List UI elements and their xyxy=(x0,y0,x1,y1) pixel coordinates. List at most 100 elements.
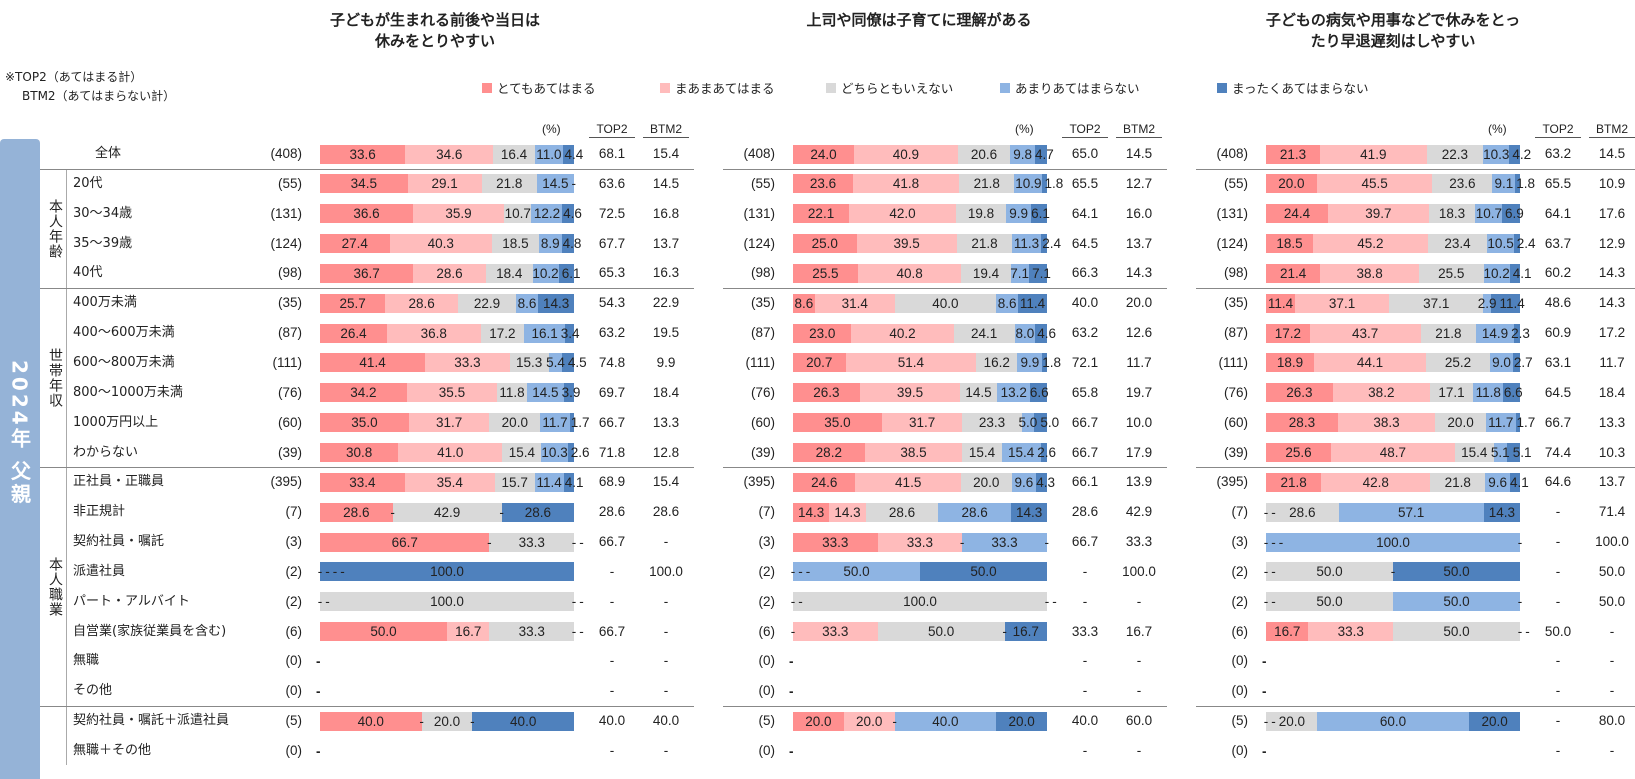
btm2-value: 13.7 xyxy=(1598,474,1626,490)
segment-value-label: 20.0 xyxy=(433,713,461,729)
bar-segment xyxy=(320,323,388,343)
bar-segment xyxy=(793,592,1047,612)
segment-value-label: 8.0 xyxy=(1015,325,1035,341)
bar-segment xyxy=(1266,263,1321,283)
top2-value: 74.8 xyxy=(598,354,626,370)
bar-segment xyxy=(1266,234,1313,254)
legend-swatch xyxy=(1217,82,1227,93)
bar-segment xyxy=(536,174,574,194)
bar-segment xyxy=(955,204,1007,224)
legend-label: まあまあてはまる xyxy=(675,81,775,96)
segment-value-label: 10.3 xyxy=(541,445,568,460)
percent-unit: (%) xyxy=(1015,122,1034,136)
bar-segment xyxy=(404,472,495,492)
btm2-value: - xyxy=(1136,653,1142,669)
bar-segment xyxy=(1017,353,1043,373)
bar-segment xyxy=(894,711,997,731)
row-separator xyxy=(40,706,694,708)
bar-segment xyxy=(1035,323,1047,343)
btm2-value: 13.3 xyxy=(1598,414,1626,430)
bar-segment xyxy=(1435,413,1486,433)
segment-value-label: 11.7 xyxy=(1488,415,1514,431)
segment-value-label: 24.0 xyxy=(810,146,837,162)
bar-segment xyxy=(1308,622,1393,642)
sample-size: (395) xyxy=(270,474,302,490)
top2-value: 28.6 xyxy=(598,504,626,520)
percent-unit: (%) xyxy=(542,122,561,136)
bar-segment xyxy=(996,711,1047,731)
segment-value-label: 11.7 xyxy=(542,415,568,431)
segment-value-label: 1.8 xyxy=(1044,176,1064,192)
btm2-value: - xyxy=(1609,743,1615,758)
top2-value: 68.9 xyxy=(598,474,626,490)
bar-segment xyxy=(320,234,390,254)
segment-value-label: 15.3 xyxy=(516,355,543,371)
sample-size: (55) xyxy=(277,175,302,191)
segment-value-label: 20.0 xyxy=(973,474,1000,490)
bar-segment xyxy=(447,622,490,642)
segment-value-label: 35.5 xyxy=(438,385,466,401)
bar-segment xyxy=(485,263,533,283)
row-separator xyxy=(723,168,1167,170)
top2-value: 63.6 xyxy=(598,175,626,191)
bar-segment xyxy=(472,711,574,731)
segment-value-label: 2.4 xyxy=(1042,236,1061,252)
bar-segment xyxy=(1004,622,1047,642)
bar-segment xyxy=(1021,413,1035,433)
bar-segment xyxy=(1042,353,1047,373)
btm2-value: 100.0 xyxy=(1595,534,1629,550)
segment-value-label: 20.0 xyxy=(1447,415,1474,431)
sample-size: (111) xyxy=(745,354,775,370)
segment-value-label: 14.3 xyxy=(798,504,825,520)
segment-value-label: 28.6 xyxy=(408,295,435,311)
top2-value: 66.1 xyxy=(1071,474,1099,490)
segment-value-label: 9.6 xyxy=(1488,474,1508,490)
segment-value-label: 21.8 xyxy=(971,236,998,252)
bar-segment xyxy=(859,383,961,403)
row-label: 400万未満 xyxy=(73,295,137,311)
legend-label: どちらともいえない xyxy=(841,81,954,96)
bar-segment xyxy=(320,383,407,403)
zero-segment-dash: - xyxy=(790,624,796,640)
zero-segment-dash: - xyxy=(332,564,338,580)
segment-value-label: 25.2 xyxy=(1444,355,1472,371)
bar-segment xyxy=(793,353,846,373)
btm2-value: 50.0 xyxy=(1598,593,1626,609)
row-label: 1000万円以上 xyxy=(73,414,159,430)
segment-value-label: 5.4 xyxy=(546,355,565,371)
sample-size: (2) xyxy=(1231,593,1249,609)
bar-segment xyxy=(1309,323,1421,343)
bar-segment xyxy=(1483,144,1510,164)
bar-segment xyxy=(534,472,564,492)
bar-segment xyxy=(1389,293,1484,313)
segment-value-label: 50.0 xyxy=(970,564,997,580)
segment-value-label: 26.3 xyxy=(1286,385,1313,401)
legend-label: あまりあてはまらない xyxy=(1015,81,1140,96)
segment-value-label: 9.8 xyxy=(1013,146,1032,162)
bar-segment xyxy=(1028,263,1047,283)
zero-segment-dash: - xyxy=(579,594,584,610)
segment-value-label: 33.3 xyxy=(454,355,481,371)
bar-segment xyxy=(491,234,539,254)
segment-value-label: 21.8 xyxy=(1435,325,1462,341)
bar-segment xyxy=(1266,353,1314,373)
bar-segment xyxy=(408,413,490,433)
segment-value-label: 4.6 xyxy=(1037,325,1057,341)
segment-value-label: 12.2 xyxy=(533,206,561,222)
bar-segment xyxy=(1485,413,1516,433)
segment-value-label: 18.9 xyxy=(1276,355,1304,371)
btm2-value: 12.8 xyxy=(652,444,680,460)
segment-value-label: 15.4 xyxy=(1461,445,1488,460)
segment-value-label: 1.7 xyxy=(1516,415,1536,431)
segment-value-label: 40.9 xyxy=(892,146,920,162)
sample-size: (131) xyxy=(1216,205,1248,221)
zero-segment-dash: - xyxy=(1278,534,1284,550)
btm2-value: 14.5 xyxy=(652,175,680,191)
bar-segment xyxy=(960,472,1012,492)
zero-segment-dash: - xyxy=(1263,504,1269,520)
bar-segment xyxy=(563,472,574,492)
bar-segment xyxy=(421,711,473,731)
bar-segment xyxy=(569,413,575,433)
bar-segment xyxy=(1485,472,1510,492)
sample-size: (0) xyxy=(285,653,303,669)
